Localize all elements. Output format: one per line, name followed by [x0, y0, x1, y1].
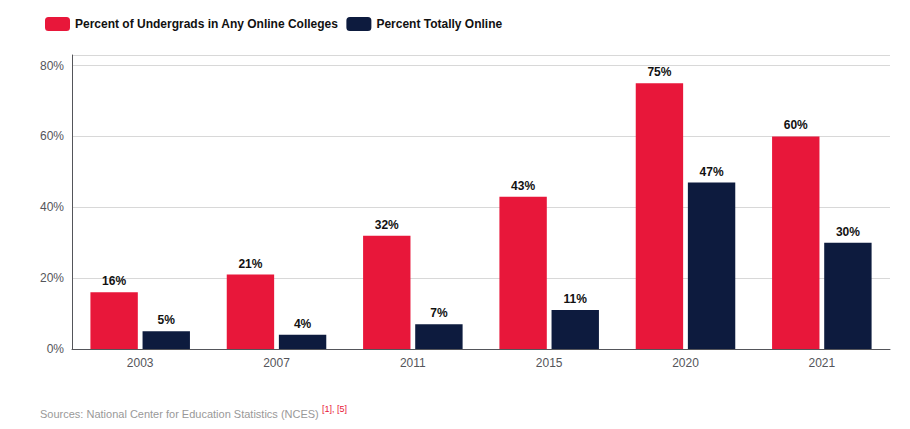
svg-text:2021: 2021 [808, 356, 835, 370]
svg-text:11%: 11% [564, 292, 588, 306]
svg-text:2003: 2003 [127, 356, 154, 370]
svg-text:Percent of Undergrads in Any O: Percent of Undergrads in Any Online Coll… [75, 17, 338, 31]
svg-text:2020: 2020 [672, 356, 699, 370]
svg-text:Sources: National Center for E: Sources: National Center for Education S… [40, 408, 319, 420]
svg-text:30%: 30% [836, 225, 860, 239]
svg-text:[1], [5]: [1], [5] [322, 404, 347, 414]
svg-text:7%: 7% [430, 306, 448, 320]
svg-text:16%: 16% [102, 274, 126, 288]
svg-text:60%: 60% [784, 118, 808, 132]
svg-text:40%: 40% [40, 200, 64, 214]
svg-text:2015: 2015 [536, 356, 563, 370]
svg-text:60%: 60% [40, 129, 64, 143]
svg-text:32%: 32% [375, 218, 399, 232]
svg-text:4%: 4% [294, 317, 312, 331]
svg-text:43%: 43% [511, 179, 535, 193]
svg-text:20%: 20% [40, 271, 64, 285]
svg-text:2007: 2007 [263, 356, 290, 370]
svg-text:0%: 0% [47, 342, 65, 356]
svg-text:75%: 75% [647, 65, 671, 79]
svg-text:5%: 5% [158, 313, 176, 327]
svg-text:47%: 47% [700, 165, 724, 179]
svg-text:2011: 2011 [400, 356, 426, 370]
svg-text:21%: 21% [238, 257, 262, 271]
svg-text:80%: 80% [40, 59, 64, 73]
svg-text:Percent Totally Online: Percent Totally Online [376, 17, 502, 31]
